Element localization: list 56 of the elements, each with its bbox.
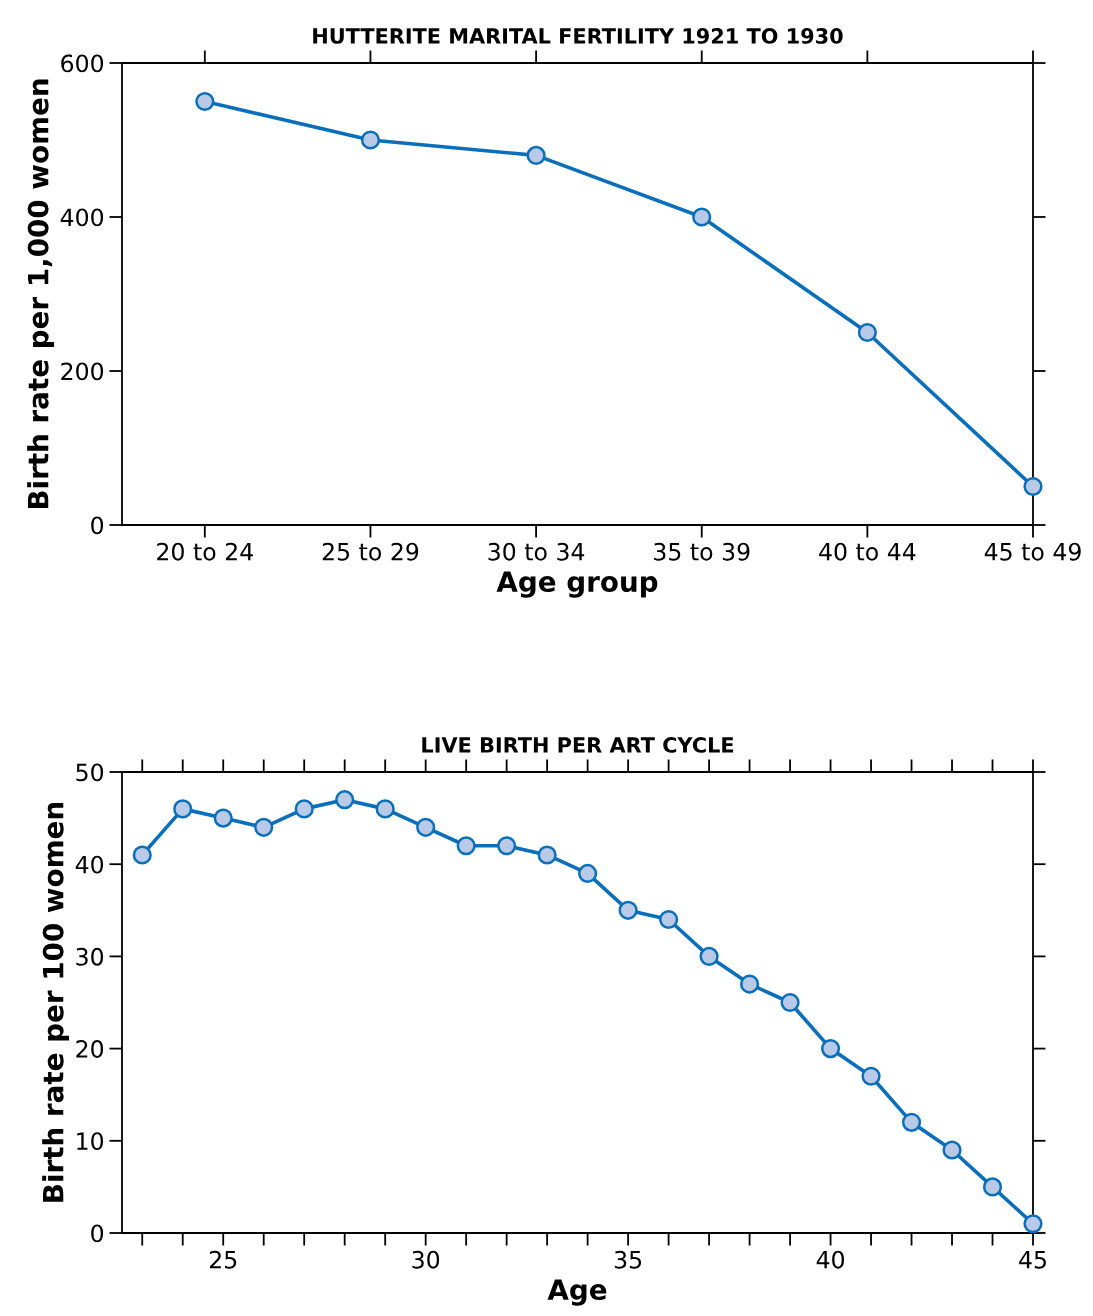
y-tick-label: 600 — [61, 54, 104, 73]
point — [335, 790, 355, 810]
point — [132, 845, 152, 865]
point — [820, 1039, 841, 1059]
point — [195, 91, 215, 112]
point — [526, 145, 546, 165]
point — [982, 1177, 1003, 1197]
point — [692, 207, 712, 227]
chart-title: LIVE BIRTH PER ART CYCLE — [422, 737, 734, 753]
point — [659, 909, 679, 930]
point — [901, 1112, 922, 1132]
x-axis-title: Age group — [496, 571, 658, 598]
point — [213, 808, 233, 828]
point — [1023, 1214, 1043, 1234]
x-tick-label: 25 to 29 — [322, 542, 419, 561]
point — [294, 799, 314, 819]
point — [456, 836, 476, 856]
y-tick-label: 30 — [76, 947, 104, 966]
point — [739, 974, 760, 994]
point — [861, 1066, 881, 1086]
y-tick-label: 200 — [61, 362, 104, 381]
point — [497, 836, 517, 856]
point — [360, 130, 381, 150]
point — [375, 799, 395, 819]
x-tick-label: 20 to 24 — [157, 542, 253, 561]
point — [618, 900, 638, 920]
point — [780, 992, 800, 1013]
point — [578, 863, 598, 883]
x-tick-label: 45 to 49 — [984, 542, 1081, 561]
y-tick-label: 400 — [60, 208, 104, 227]
point — [857, 322, 877, 343]
x-tick-label: 45 — [1019, 1251, 1046, 1269]
y-tick-label: 0 — [91, 516, 104, 535]
point — [537, 845, 557, 865]
x-tick-label: 40 — [816, 1250, 845, 1269]
point — [254, 817, 274, 837]
x-tick-label: 30 to 34 — [488, 542, 585, 561]
x-tick-label: 30 — [412, 1250, 440, 1269]
y-tick-label: 20 — [76, 1040, 104, 1058]
point — [173, 799, 193, 819]
y-axis-title: Birth rate per 1,000 women — [27, 79, 55, 509]
y-tick-label: 10 — [77, 1132, 104, 1151]
x-tick-label: 35 to 39 — [654, 542, 750, 561]
x-tick-label: 40 to 44 — [819, 542, 916, 561]
y-tick-label: 50 — [76, 763, 104, 782]
y-axis-title: Birth rate per 100 women — [42, 802, 70, 1202]
y-tick-label: 40 — [75, 855, 104, 874]
point — [416, 817, 436, 837]
point — [1023, 476, 1043, 497]
x-axis-title: Age — [547, 1279, 607, 1306]
x-tick-label: 35 — [614, 1250, 642, 1269]
x-tick-label: 25 — [209, 1250, 237, 1269]
point — [942, 1140, 962, 1160]
chart-title: HUTTERITE MARITAL FERTILITY 1921 TO 1930 — [313, 28, 843, 44]
y-tick-label: 0 — [91, 1224, 104, 1243]
point — [699, 946, 719, 966]
